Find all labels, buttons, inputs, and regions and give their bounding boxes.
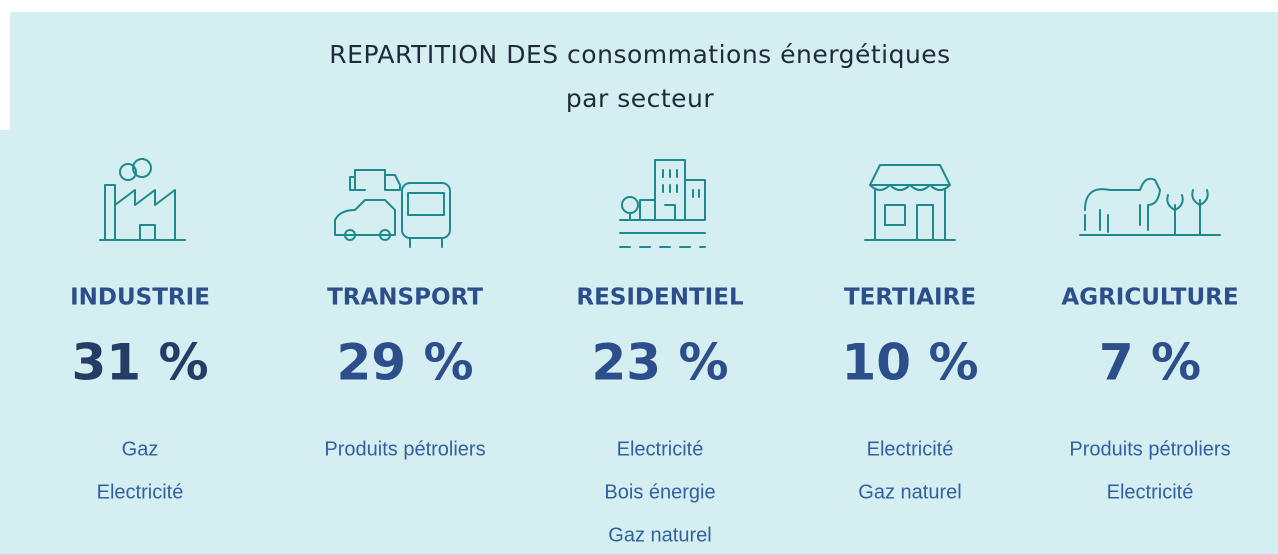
sector-share: 7 %: [1099, 334, 1201, 392]
sector-share: 10 %: [841, 334, 978, 392]
energy-source: Electricité: [97, 481, 184, 503]
sector-share: 29 %: [336, 334, 473, 392]
title-line: REPARTITION DES consommations énergétiqu…: [329, 40, 950, 69]
energy-source: Electricité: [617, 438, 704, 460]
energy-source: Electricité: [867, 438, 954, 460]
sector-name: TERTIAIRE: [844, 285, 976, 311]
header-panel: [10, 12, 1278, 132]
building-icon: [619, 159, 706, 248]
energy-source: Gaz naturel: [608, 524, 711, 546]
factory-icon: [99, 158, 186, 241]
sector-name: INDUSTRIE: [70, 285, 210, 311]
sector-name: TRANSPORT: [327, 285, 483, 311]
sector-share: 23 %: [591, 334, 728, 392]
energy-source: Gaz naturel: [858, 481, 961, 503]
energy-source: Produits pétroliers: [1069, 438, 1230, 460]
energy-source: Produits pétroliers: [324, 438, 485, 460]
sector-name: AGRICULTURE: [1061, 285, 1238, 311]
shop-icon: [864, 164, 956, 241]
energy-source: Electricité: [1107, 481, 1194, 503]
energy-source: Gaz: [122, 438, 159, 460]
agriculture-icon: [1079, 177, 1221, 236]
energy-source: Bois énergie: [604, 481, 715, 503]
title-line: par secteur: [566, 84, 715, 113]
sector-share: 31 %: [71, 334, 208, 392]
sector-name: RESIDENTIEL: [576, 285, 744, 311]
transport-icon: [334, 169, 451, 248]
